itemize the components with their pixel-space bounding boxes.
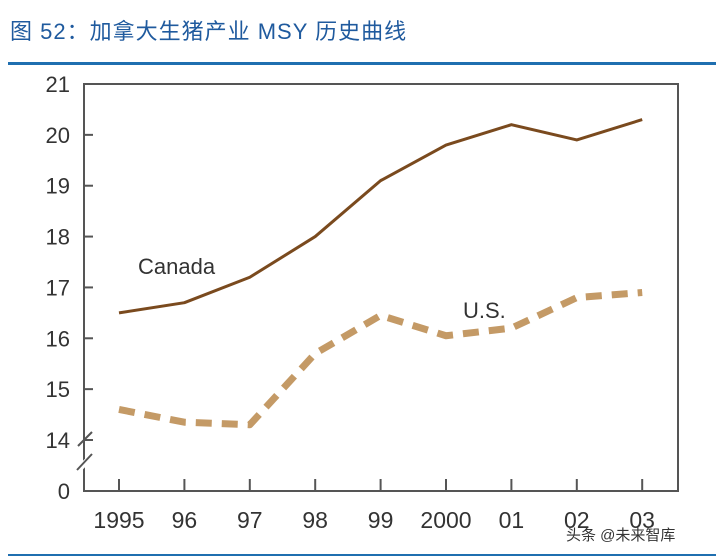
x-tick-label: 02 [564, 507, 590, 533]
y-tick-label: 21 [46, 72, 70, 97]
plot-frame [83, 83, 679, 492]
y-tick-label: 0 [58, 479, 70, 504]
y-tick-label: 14 [46, 428, 70, 453]
y-tick-label: 20 [46, 123, 70, 148]
title-rule [8, 62, 716, 65]
x-tick-label: 99 [368, 507, 394, 533]
x-tick-label: 1995 [93, 507, 144, 533]
x-tick-label: 01 [499, 507, 525, 533]
x-tick-label: 97 [237, 507, 263, 533]
axis-break-mark [76, 453, 93, 471]
bottom-rule [8, 554, 716, 556]
y-tick-label: 19 [46, 174, 70, 199]
x-tick-label: 2000 [420, 507, 471, 533]
series-line-us [118, 289, 643, 429]
y-tick-label: 16 [46, 326, 70, 351]
series-label-us: U.S. [463, 298, 506, 323]
series-label-canada: Canada [138, 254, 216, 279]
x-tick-label: 96 [172, 507, 198, 533]
series-line-canada [118, 118, 643, 315]
y-tick-label: 15 [46, 377, 70, 402]
figure-title: 图 52：加拿大生猪产业 MSY 历史曲线 [10, 19, 408, 44]
watermark: 头条 @未来智库 [566, 527, 676, 544]
y-tick-label: 17 [46, 275, 70, 300]
x-tick-label: 98 [302, 507, 328, 533]
x-tick-label: 03 [629, 507, 655, 533]
y-tick-label: 18 [46, 225, 70, 250]
